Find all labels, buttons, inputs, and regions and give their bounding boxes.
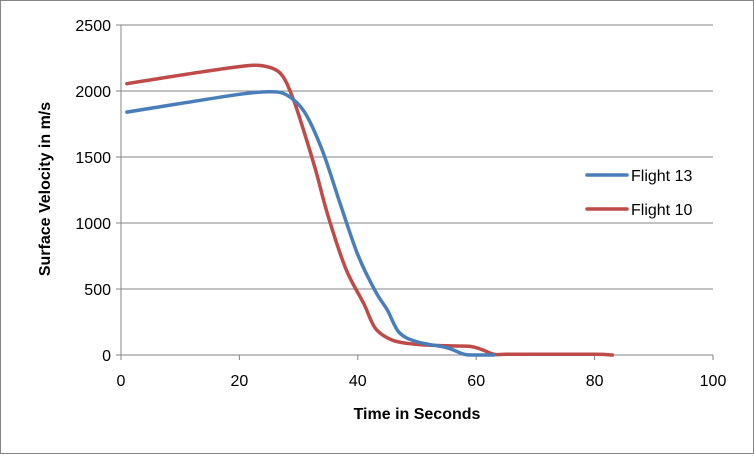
gridlines xyxy=(121,24,713,290)
axes: 0 500 1000 1500 2000 2500 0 20 40 60 80 100 xyxy=(75,18,726,390)
series-lines xyxy=(125,63,615,357)
legend-label-flight-10: Flight 10 xyxy=(631,202,692,219)
legend-label-flight-13: Flight 13 xyxy=(631,168,692,185)
x-axis-title: Time in Seconds xyxy=(354,406,481,423)
x-tick-label: 20 xyxy=(231,373,249,390)
x-tick-label: 100 xyxy=(700,373,727,390)
y-tick-label: 2500 xyxy=(75,18,111,35)
y-tick-label: 0 xyxy=(102,348,111,365)
y-tick-label: 1000 xyxy=(75,216,111,233)
x-tick-label: 40 xyxy=(349,373,367,390)
legend: Flight 13 Flight 10 xyxy=(585,168,692,219)
series-line-flight-13 xyxy=(125,89,496,357)
x-tick-label: 60 xyxy=(467,373,485,390)
x-tick-label: 80 xyxy=(586,373,604,390)
x-tick-label: 0 xyxy=(117,373,126,390)
series-line-flight-10 xyxy=(125,63,615,357)
y-tick-label: 500 xyxy=(84,282,111,299)
y-tick-label: 2000 xyxy=(75,84,111,101)
y-tick-label: 1500 xyxy=(75,150,111,167)
y-axis-title: Surface Velocity in m/s xyxy=(37,102,54,276)
